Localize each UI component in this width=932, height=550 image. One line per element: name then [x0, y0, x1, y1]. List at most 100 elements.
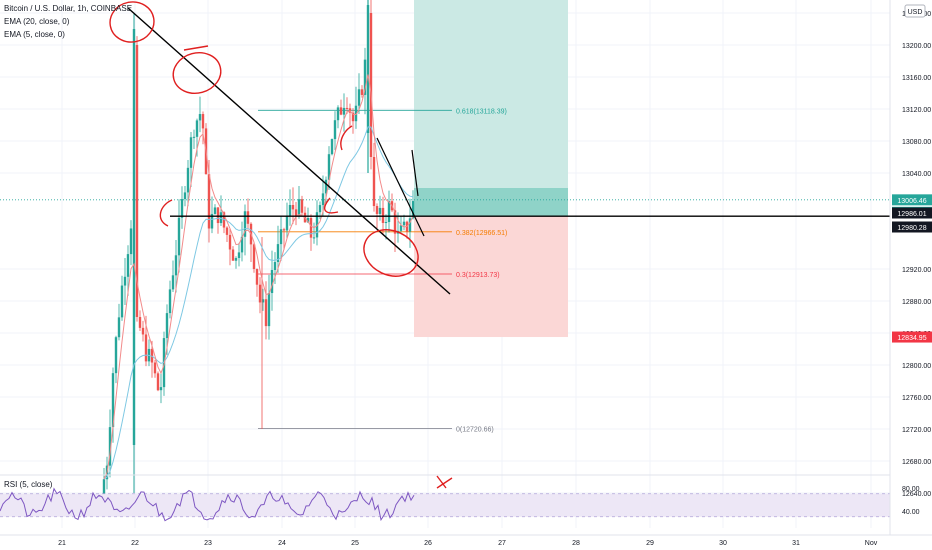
- candle-body: [273, 262, 277, 270]
- time-tick-label: 30: [719, 540, 727, 547]
- price-tick-label: 13200.00: [902, 43, 931, 50]
- rsi-tick-label: 80.00: [902, 486, 920, 493]
- candle-body: [114, 337, 118, 374]
- candle-body: [123, 276, 127, 286]
- candle-body: [258, 284, 262, 303]
- loss-zone: [414, 216, 568, 338]
- candle-body: [195, 120, 199, 137]
- candle-body: [276, 244, 280, 263]
- candle-body: [267, 293, 271, 327]
- candle-body: [399, 225, 403, 231]
- time-tick-label: 21: [58, 540, 66, 547]
- candle-body: [279, 229, 283, 245]
- candle-body: [330, 139, 334, 155]
- ema5-legend[interactable]: EMA (5, close, 0): [4, 30, 65, 39]
- ema20-legend[interactable]: EMA (20, close, 0): [4, 17, 70, 26]
- candle-body: [171, 275, 175, 290]
- last-price-tag: [892, 194, 932, 206]
- candle-body: [345, 107, 349, 109]
- level-tag-2: [892, 221, 932, 233]
- candle-body: [180, 199, 184, 218]
- price-tick-label: 12680.00: [902, 459, 931, 466]
- stop-level-tag: [892, 331, 932, 343]
- check-annotation: [436, 475, 453, 489]
- candle-body: [201, 114, 205, 129]
- candle-body: [156, 373, 160, 391]
- candle-body: [318, 205, 322, 213]
- price-tick-label: 12920.00: [902, 267, 931, 274]
- candle-body: [183, 192, 187, 200]
- price-tick-label: 13160.00: [902, 75, 931, 82]
- time-tick-label: 29: [646, 540, 654, 547]
- candle-body: [207, 174, 211, 229]
- candle-body: [357, 89, 361, 106]
- candle-body: [159, 387, 163, 391]
- fib-level-label: 0(12720.66): [456, 426, 494, 433]
- candle-body: [246, 211, 250, 224]
- time-tick-label: 26: [424, 540, 432, 547]
- candle-body: [228, 234, 232, 250]
- rsi-legend[interactable]: RSI (5, close): [4, 480, 53, 489]
- candle-body: [108, 427, 112, 466]
- circle-annotation: [363, 229, 419, 277]
- candle-body: [387, 201, 391, 223]
- arc-annotation: [340, 125, 353, 151]
- candle-body: [351, 112, 355, 122]
- annotations: [109, 1, 453, 489]
- candle-body: [294, 209, 298, 216]
- candle-body: [300, 199, 304, 213]
- candle-body: [402, 221, 406, 226]
- level-tag-1: [892, 207, 932, 219]
- price-tick-label: 13080.00: [902, 139, 931, 146]
- candle-body: [264, 299, 268, 327]
- level-tag-1-label: 12986.01: [897, 211, 926, 218]
- candle-body: [252, 244, 256, 270]
- time-tick-label: 22: [131, 540, 139, 547]
- arc-annotation: [159, 199, 173, 227]
- currency-badge-label: USD: [908, 9, 923, 16]
- level-tag-2-label: 12980.28: [897, 225, 926, 232]
- candle-body: [342, 107, 346, 115]
- candle-body: [372, 157, 376, 207]
- candle-body: [384, 222, 388, 224]
- candle-body: [186, 167, 190, 193]
- candle-body: [174, 255, 178, 276]
- time-axis: 21 22 23 24 25 26 27 28 29 30 31 Nov: [0, 534, 932, 547]
- candle-body: [282, 229, 286, 231]
- price-tick-label: 12720.00: [902, 427, 931, 434]
- price-tick-label: 13120.00: [902, 107, 931, 114]
- candle-body: [360, 89, 364, 95]
- time-tick-label: 25: [351, 540, 359, 547]
- candle-body: [309, 217, 313, 238]
- candle-body: [354, 105, 358, 122]
- candle-body: [255, 269, 259, 285]
- candle-body: [102, 479, 106, 505]
- time-tick-label: 27: [498, 540, 506, 547]
- price-axis-bg: [890, 0, 932, 550]
- price-tick-label: 13040.00: [902, 171, 931, 178]
- candle-body: [138, 317, 142, 328]
- stop-level-tag-label: 12834.95: [897, 335, 926, 342]
- candle-body: [411, 201, 415, 219]
- candle-body: [315, 212, 319, 238]
- time-tick-label: Nov: [865, 540, 878, 547]
- candle-body: [240, 236, 244, 253]
- candle-body: [297, 199, 301, 216]
- candle-body: [129, 228, 133, 255]
- candle-body: [324, 179, 328, 194]
- circle-annotation: [172, 52, 222, 94]
- candle-body: [363, 59, 367, 95]
- price-tick-label: 12640.00: [902, 491, 931, 498]
- candle-body: [243, 211, 247, 237]
- symbol-title: Bitcoin / U.S. Dollar, 1h, COINBASE: [4, 4, 133, 13]
- time-tick-label: 24: [278, 540, 286, 547]
- price-tick-label: 12760.00: [902, 395, 931, 402]
- candle-body: [189, 137, 193, 168]
- candle-body: [210, 213, 214, 229]
- rsi-line: [0, 487, 415, 522]
- fib-level-label: 0.618(13118.39): [456, 108, 507, 115]
- candle-body: [117, 317, 121, 338]
- candle-body: [312, 237, 316, 239]
